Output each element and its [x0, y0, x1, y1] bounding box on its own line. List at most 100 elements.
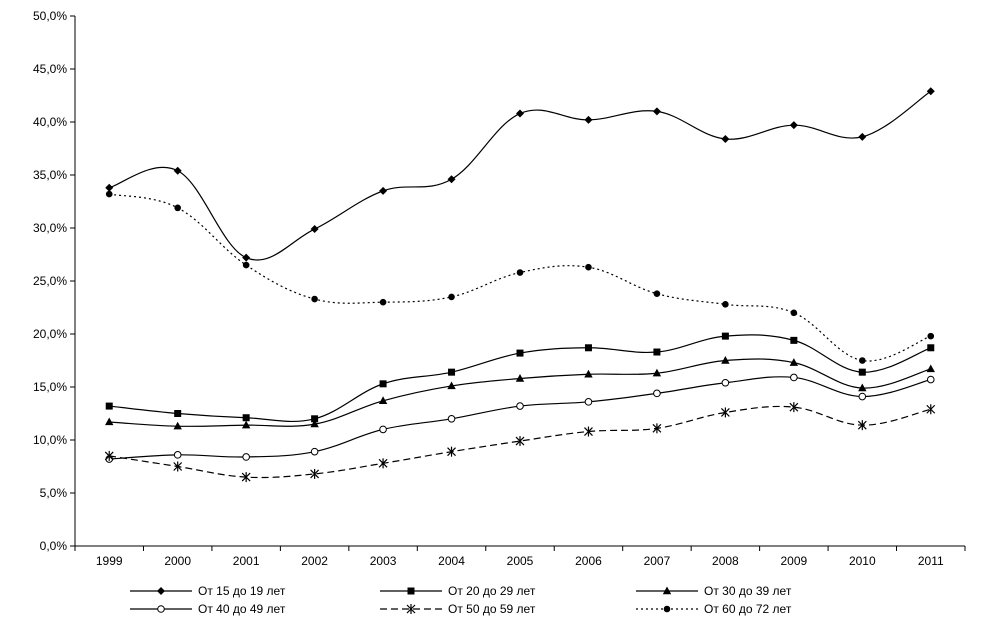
series-layer	[104, 87, 936, 483]
y-tick-label: 10,0%	[33, 433, 67, 447]
legend-label: От 60 до 72 лет	[704, 602, 792, 616]
data-point	[311, 295, 318, 303]
x-tick-label: 2007	[644, 554, 671, 568]
y-tick-label: 5,0%	[40, 486, 68, 500]
legend-item: От 30 до 39 лет	[636, 584, 792, 598]
data-point	[653, 290, 661, 298]
data-point	[926, 404, 936, 415]
data-point	[652, 107, 661, 116]
data-point	[721, 378, 730, 387]
data-point	[720, 407, 730, 418]
data-point	[173, 451, 182, 459]
data-point	[652, 368, 662, 377]
data-point	[584, 426, 593, 437]
data-point	[379, 298, 387, 306]
legend: От 15 до 19 лет От 20 до 29 лет От 30 до 3…	[130, 584, 792, 616]
series-1	[105, 87, 935, 262]
data-point	[790, 373, 798, 382]
legend-label: От 50 до 59 лет	[448, 602, 536, 616]
data-point	[515, 436, 525, 447]
x-tick-label: 2001	[233, 554, 260, 568]
data-point	[448, 293, 455, 301]
legend-item: От 50 до 59 лет	[380, 602, 536, 616]
data-point	[310, 225, 319, 234]
data-point	[859, 357, 866, 364]
data-point	[721, 134, 730, 143]
data-point	[858, 383, 867, 392]
x-tick-label: 2000	[164, 554, 191, 568]
data-point	[310, 468, 320, 479]
data-point	[789, 121, 798, 130]
data-point	[105, 183, 114, 192]
data-point	[447, 415, 456, 423]
x-tick-label: 1999	[96, 554, 123, 568]
data-point	[311, 415, 319, 423]
y-tick-label: 45,0%	[33, 62, 67, 76]
data-point	[174, 410, 182, 417]
legend-marker	[663, 605, 671, 613]
data-point	[926, 375, 935, 384]
data-point	[379, 425, 387, 434]
data-point	[652, 423, 662, 434]
data-point	[926, 87, 935, 96]
series-line	[109, 376, 931, 460]
axes	[74, 16, 965, 547]
legend-marker	[157, 587, 165, 595]
data-point	[858, 368, 866, 376]
data-point	[516, 109, 524, 118]
data-point	[104, 450, 114, 461]
data-point	[584, 369, 593, 378]
data-point	[585, 263, 592, 271]
data-point	[379, 380, 387, 388]
legend-item: От 20 до 29 лет	[380, 584, 536, 598]
data-point	[242, 453, 250, 461]
data-point	[858, 132, 867, 141]
data-point	[241, 472, 251, 483]
data-point	[516, 349, 524, 357]
data-point	[789, 358, 799, 366]
x-tick-label: 2011	[918, 554, 944, 568]
data-point	[173, 421, 182, 430]
x-tick-label: 2008	[712, 554, 739, 568]
data-point	[515, 374, 525, 382]
data-point	[447, 381, 456, 390]
data-point	[721, 332, 729, 340]
data-point	[173, 166, 182, 175]
y-tick-label: 20,0%	[33, 327, 67, 341]
legend-label: От 40 до 49 лет	[198, 602, 286, 616]
data-point	[310, 419, 319, 428]
legend-label: От 20 до 29 лет	[448, 584, 536, 598]
data-point	[241, 420, 251, 429]
data-point	[927, 344, 935, 352]
y-axis-ticks: 0,0% 5,0% 10,0% 15,0% 20,0% 25,0% 30,0% 35,0% 40…	[33, 9, 75, 553]
data-point	[516, 269, 524, 276]
data-point	[584, 398, 593, 406]
y-tick-label: 35,0%	[33, 168, 67, 182]
data-point	[857, 420, 867, 431]
data-point	[174, 204, 181, 212]
data-point	[447, 175, 456, 184]
data-point	[378, 396, 388, 404]
data-point	[310, 447, 319, 456]
data-point	[722, 301, 729, 308]
data-point	[242, 414, 250, 422]
legend-marker	[406, 604, 416, 614]
y-tick-label: 40,0%	[33, 115, 67, 129]
data-point	[653, 389, 661, 398]
legend-label: От 15 до 19 лет	[198, 584, 286, 598]
legend-label: От 30 до 39 лет	[704, 584, 792, 598]
data-point	[584, 344, 592, 352]
series-line	[109, 193, 931, 362]
x-tick-label: 2004	[438, 554, 465, 568]
data-point	[173, 461, 183, 472]
x-tick-label: 2009	[780, 554, 807, 568]
data-point	[926, 364, 935, 373]
series-2	[105, 332, 935, 423]
data-point	[105, 190, 113, 198]
data-point	[448, 368, 456, 376]
data-point	[789, 402, 799, 413]
series-line	[109, 358, 931, 427]
data-point	[242, 261, 250, 269]
y-tick-label: 50,0%	[33, 9, 67, 23]
